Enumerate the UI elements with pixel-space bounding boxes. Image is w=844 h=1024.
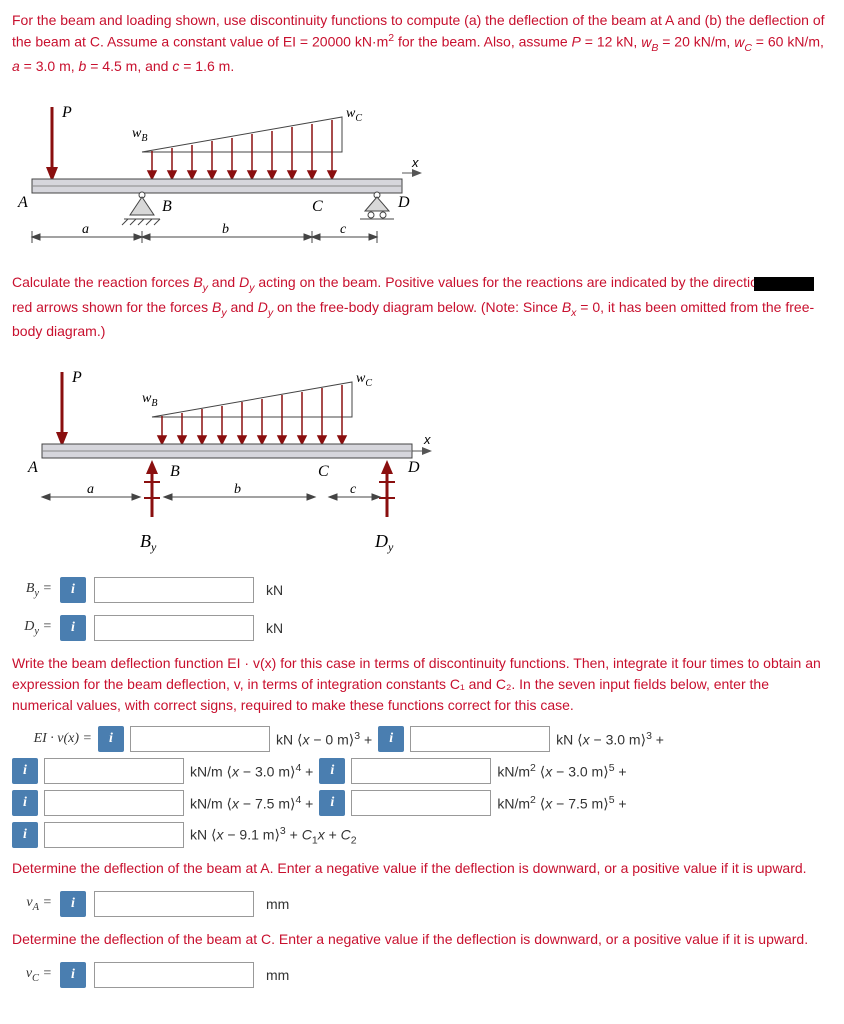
vc-input-row: vC = i mm: [12, 962, 832, 988]
coef-1-input: [130, 726, 270, 752]
term-6: kN/m2 ⟨x − 7.5 m⟩5 +: [497, 794, 626, 813]
info-icon[interactable]: i: [60, 615, 86, 641]
dy-label: Dy =: [12, 619, 52, 637]
info-icon[interactable]: i: [319, 790, 345, 816]
svg-text:C: C: [312, 198, 323, 215]
coef-5-input[interactable]: [44, 790, 184, 816]
svg-text:P: P: [71, 369, 82, 386]
dy-unit: kN: [266, 620, 283, 636]
svg-text:wC: wC: [356, 371, 372, 389]
reaction-forces-text: Calculate the reaction forces By and Dy …: [12, 272, 832, 342]
svg-text:B: B: [162, 198, 172, 215]
eq-row-3: i kN/m ⟨x − 7.5 m⟩4 + i kN/m2 ⟨x − 7.5 m…: [12, 790, 832, 816]
svg-text:A: A: [27, 459, 38, 476]
vc-label: vC =: [12, 966, 52, 984]
svg-text:wB: wB: [132, 126, 147, 144]
redacted-block: [754, 277, 814, 291]
coef-3-input[interactable]: [44, 758, 184, 784]
va-text: Determine the deflection of the beam at …: [12, 858, 832, 879]
svg-text:B: B: [170, 463, 180, 480]
vc-input[interactable]: [94, 962, 254, 988]
svg-text:wB: wB: [142, 391, 157, 409]
svg-text:D: D: [397, 194, 410, 211]
info-icon[interactable]: i: [60, 891, 86, 917]
info-icon[interactable]: i: [319, 758, 345, 784]
svg-text:x: x: [423, 432, 431, 447]
coef-4-input[interactable]: [351, 758, 491, 784]
svg-text:x: x: [411, 155, 419, 170]
svg-text:P: P: [61, 104, 72, 121]
eq-row-4: i kN ⟨x − 9.1 m⟩3 + C1x + C2: [12, 822, 832, 848]
eq-row-1: EI · v(x) = i kN ⟨x − 0 m⟩3 + i kN ⟨x − …: [12, 726, 832, 752]
va-input[interactable]: [94, 891, 254, 917]
svg-text:C: C: [318, 463, 329, 480]
va-unit: mm: [266, 896, 289, 912]
info-icon[interactable]: i: [12, 790, 38, 816]
eq-lhs: EI · v(x) =: [12, 731, 92, 747]
svg-text:A: A: [17, 194, 28, 211]
info-icon[interactable]: i: [60, 962, 86, 988]
info-icon[interactable]: i: [12, 758, 38, 784]
by-label: By =: [12, 581, 52, 599]
beam-diagram-1: P wB wC x A B C D a: [12, 87, 832, 260]
va-input-row: vA = i mm: [12, 891, 832, 917]
info-icon[interactable]: i: [378, 726, 404, 752]
deflection-function-text: Write the beam deflection function EI · …: [12, 653, 832, 716]
eq-row-2: i kN/m ⟨x − 3.0 m⟩4 + i kN/m2 ⟨x − 3.0 m…: [12, 758, 832, 784]
by-input[interactable]: [94, 577, 254, 603]
term-5: kN/m ⟨x − 7.5 m⟩4 +: [190, 794, 313, 813]
svg-text:a: a: [87, 482, 94, 497]
svg-text:D: D: [407, 459, 420, 476]
term-2: kN ⟨x − 3.0 m⟩3 +: [556, 730, 664, 749]
term-4: kN/m2 ⟨x − 3.0 m⟩5 +: [497, 762, 626, 781]
svg-text:Dy: Dy: [374, 531, 394, 554]
svg-text:b: b: [222, 222, 229, 237]
beam-diagram-2: P wB wC x By Dy A B C D a b c: [12, 352, 832, 565]
term-7: kN ⟨x − 9.1 m⟩3 + C1x + C2: [190, 825, 357, 846]
vc-unit: mm: [266, 967, 289, 983]
info-icon[interactable]: i: [98, 726, 124, 752]
info-icon[interactable]: i: [12, 822, 38, 848]
vc-text: Determine the deflection of the beam at …: [12, 929, 832, 950]
by-unit: kN: [266, 582, 283, 598]
term-1: kN ⟨x − 0 m⟩3 +: [276, 730, 372, 749]
svg-text:By: By: [140, 531, 157, 554]
coef-6-input[interactable]: [351, 790, 491, 816]
svg-text:a: a: [82, 222, 89, 237]
dy-input[interactable]: [94, 615, 254, 641]
dy-input-row: Dy = i kN: [12, 615, 832, 641]
coef-2-input[interactable]: [410, 726, 550, 752]
term-3: kN/m ⟨x − 3.0 m⟩4 +: [190, 762, 313, 781]
svg-text:c: c: [340, 222, 347, 237]
svg-text:wC: wC: [346, 106, 362, 124]
coef-7-input[interactable]: [44, 822, 184, 848]
info-icon[interactable]: i: [60, 577, 86, 603]
by-input-row: By = i kN: [12, 577, 832, 603]
svg-text:c: c: [350, 482, 357, 497]
svg-text:b: b: [234, 482, 241, 497]
problem-statement: For the beam and loading shown, use disc…: [12, 10, 832, 77]
va-label: vA =: [12, 895, 52, 913]
